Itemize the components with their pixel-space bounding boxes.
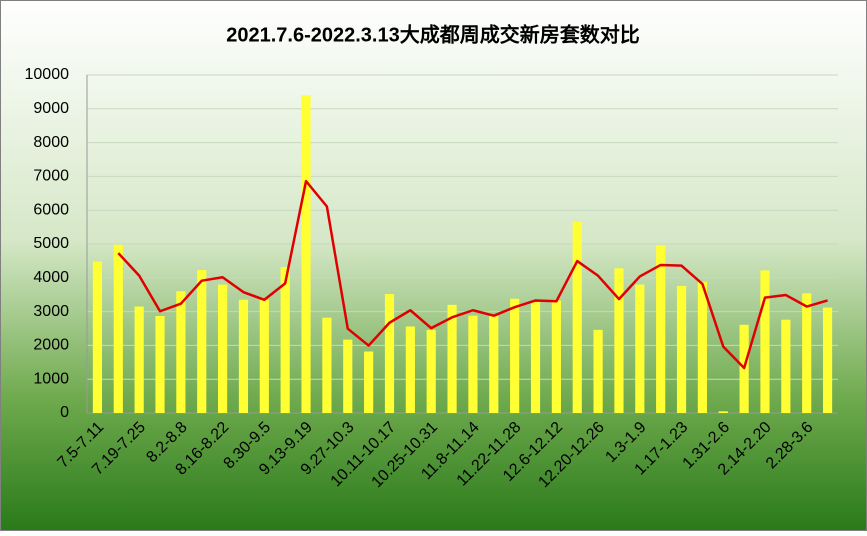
bar (635, 284, 645, 413)
bar (197, 270, 207, 413)
bar (510, 298, 520, 413)
bar (280, 266, 290, 413)
y-tick-label: 3000 (33, 303, 69, 320)
bar (760, 270, 770, 413)
bar (447, 304, 457, 413)
y-tick-label: 4000 (33, 269, 69, 286)
y-tick-label: 2000 (33, 337, 69, 354)
chart-title: 2021.7.6-2022.3.13大成都周成交新房套数对比 (226, 22, 640, 46)
bar (238, 299, 249, 413)
bar (781, 319, 791, 413)
bar (384, 294, 395, 413)
bar (572, 221, 582, 413)
y-tick-label: 10000 (25, 66, 70, 83)
bar (259, 299, 269, 413)
bar (468, 315, 478, 413)
bar (218, 284, 228, 413)
bar (343, 339, 353, 413)
bar (718, 411, 728, 413)
bar (697, 281, 707, 413)
bar (405, 326, 415, 413)
bar (656, 245, 666, 413)
bar (822, 307, 833, 413)
line (117, 179, 828, 370)
bar (551, 300, 561, 413)
bar (530, 302, 541, 413)
y-tick-label: 8000 (33, 134, 69, 151)
bar (92, 261, 103, 413)
bar (113, 244, 123, 413)
y-tick-label: 7000 (33, 168, 69, 185)
bar (176, 291, 186, 413)
bar (301, 95, 311, 413)
bar (593, 329, 603, 413)
bar (322, 317, 332, 413)
bar (364, 351, 374, 413)
bar (676, 285, 687, 413)
bar (802, 293, 812, 413)
bar (489, 315, 499, 413)
bar (426, 329, 436, 413)
y-tick-label: 0 (60, 404, 69, 421)
bar (614, 268, 624, 413)
y-tick-label: 5000 (33, 235, 69, 252)
bar (134, 306, 144, 413)
y-tick-label: 6000 (33, 201, 69, 218)
bar (155, 315, 165, 413)
y-tick-label: 9000 (33, 100, 69, 117)
y-tick-label: 1000 (33, 370, 69, 387)
